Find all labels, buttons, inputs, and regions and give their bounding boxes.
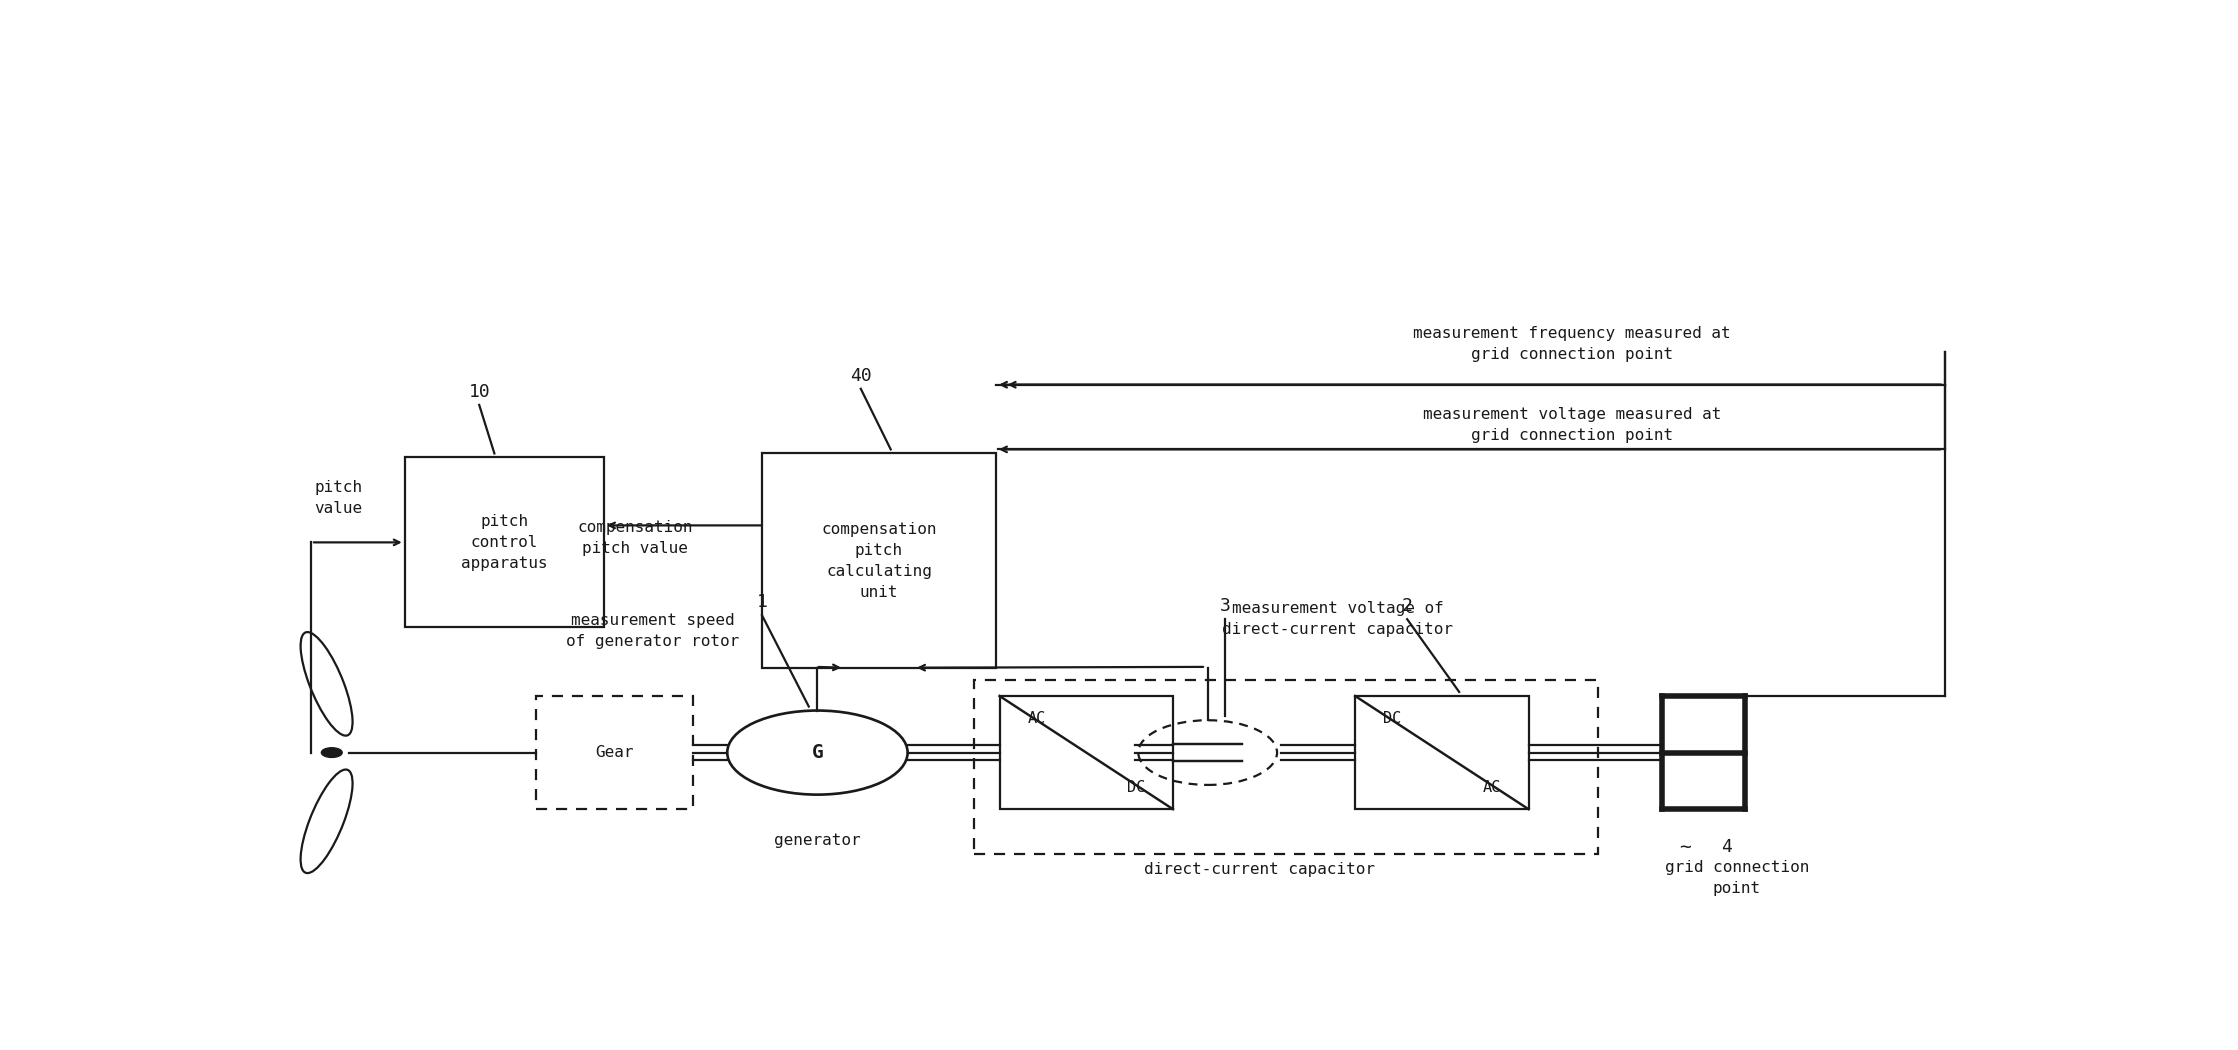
Text: 40: 40 [850,366,871,384]
Text: grid connection
point: grid connection point [1665,860,1808,896]
Text: 10: 10 [468,383,490,401]
Bar [1354,696,1529,810]
Circle shape [322,748,342,757]
Text: 3: 3 [1220,597,1231,615]
Text: measurement speed
of generator rotor: measurement speed of generator rotor [566,613,739,649]
Text: compensation
pitch value: compensation pitch value [577,521,694,556]
Bar [761,454,996,668]
Text: AC: AC [1482,780,1502,795]
Text: AC: AC [1027,711,1045,726]
Text: 4: 4 [1721,838,1732,856]
Text: measurement frequency measured at
grid connection point: measurement frequency measured at grid c… [1412,327,1730,362]
Text: ~: ~ [1678,838,1690,857]
Bar [974,679,1598,854]
Text: generator: generator [774,834,862,848]
Text: DC: DC [1383,711,1401,726]
Bar [405,458,604,627]
Text: measurement voltage measured at
grid connection point: measurement voltage measured at grid con… [1423,407,1721,443]
Text: G: G [812,743,824,762]
Text: pitch
control
apparatus: pitch control apparatus [461,513,548,571]
Text: DC: DC [1128,780,1146,795]
Text: direct-current capacitor: direct-current capacitor [1144,862,1374,877]
Bar [1000,696,1173,810]
Text: pitch
value: pitch value [313,480,363,516]
Text: measurement voltage of
direct-current capacitor: measurement voltage of direct-current ca… [1222,602,1452,637]
Text: 2: 2 [1401,597,1412,615]
Text: compensation
pitch
calculating
unit: compensation pitch calculating unit [821,522,938,600]
Bar [537,696,692,810]
Text: Gear: Gear [595,746,633,760]
Text: 1: 1 [756,593,768,611]
